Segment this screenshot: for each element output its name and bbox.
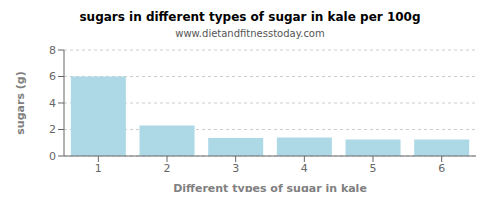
svg-text:2: 2 — [164, 162, 171, 175]
html-text:www.dietandfitnesstoday.com: www.dietandfitnesstoday.com — [175, 28, 325, 39]
svg-text:4: 4 — [301, 162, 308, 175]
svg-text:1: 1 — [95, 162, 102, 175]
svg-text:Different types of sugar in ka: Different types of sugar in kale — [173, 182, 367, 192]
svg-text:5: 5 — [370, 162, 377, 175]
svg-text:0: 0 — [49, 150, 56, 163]
svg-text:4: 4 — [49, 97, 56, 110]
html-text:sugars in different types of s: sugars in different types of sugar in ka… — [79, 10, 421, 24]
svg-text:3: 3 — [232, 162, 239, 175]
svg-text:6: 6 — [49, 70, 56, 83]
svg-text:6: 6 — [438, 162, 445, 175]
svg-text:sugars (g): sugars (g) — [14, 71, 27, 134]
svg-text:2: 2 — [49, 123, 56, 136]
svg-text:8: 8 — [49, 44, 56, 57]
